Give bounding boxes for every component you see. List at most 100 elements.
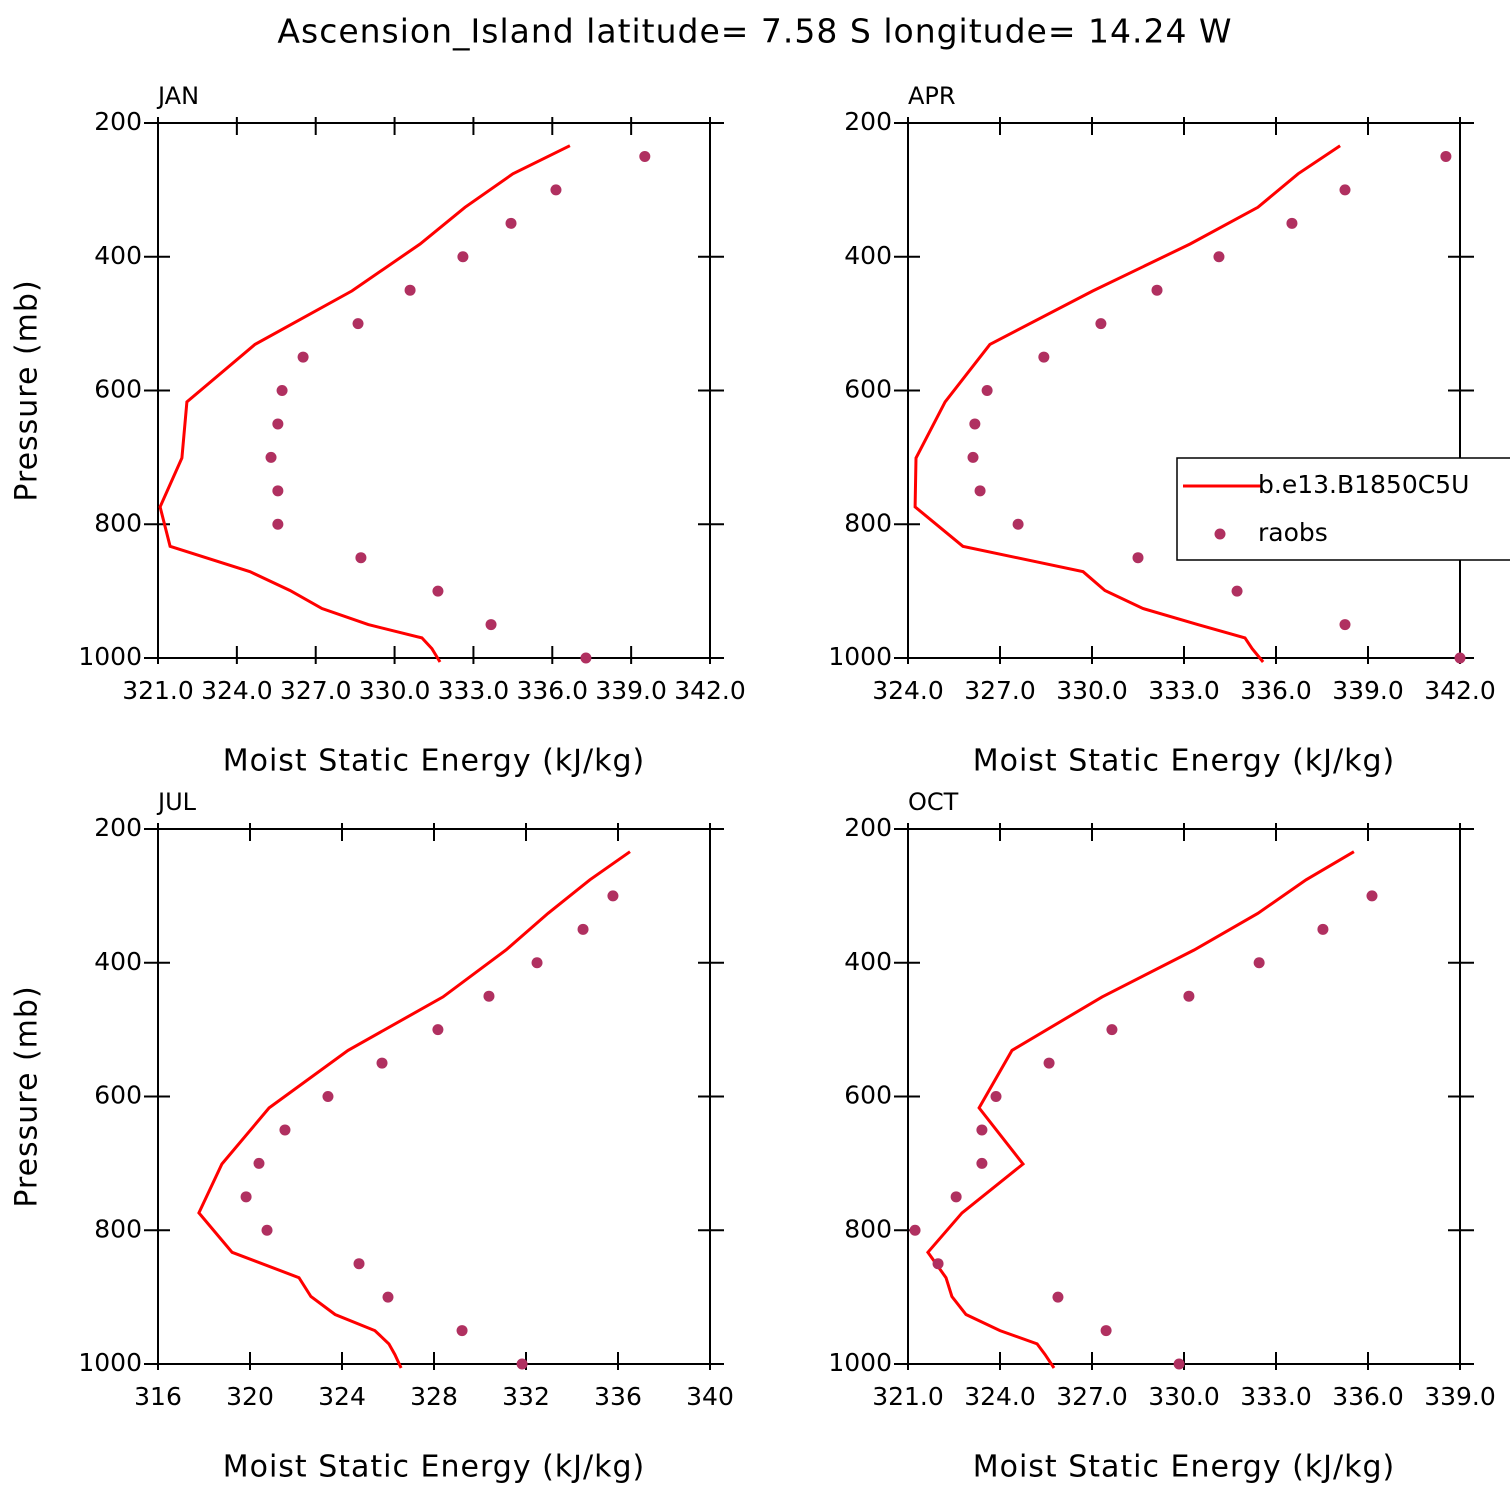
panel: JUL 316 320 324 328 332 336 340 200 400 600 800 1000… (10, 788, 734, 1485)
x-axis-label: Moist Static Energy (kJ/kg) (973, 744, 1396, 779)
obs-point (272, 518, 284, 530)
x-tick-label: 330.0 (1056, 676, 1128, 705)
obs-point (1339, 619, 1351, 631)
panel: JAN 321.0 324.0 327.0 330.0 333.0 336.0 339.0 34… (10, 82, 746, 779)
obs-point (967, 451, 979, 463)
y-tick-label: 600 (844, 1081, 892, 1110)
x-tick-label: 339.0 (1424, 1382, 1496, 1411)
x-tick-label: 324.0 (964, 1382, 1036, 1411)
obs-point (1253, 957, 1265, 969)
obs-point (253, 1157, 265, 1169)
legend-label: b.e13.B1850C5U (1258, 470, 1469, 499)
x-tick-label: 321.0 (872, 1382, 944, 1411)
obs-point (272, 418, 284, 430)
x-tick-label: 340 (686, 1382, 734, 1411)
x-tick-label: 336 (594, 1382, 642, 1411)
y-tick-label: 400 (94, 947, 142, 976)
obs-point (1183, 990, 1195, 1002)
obs-point (456, 1325, 468, 1337)
obs-point (1173, 1358, 1185, 1370)
x-tick-label: 328 (410, 1382, 458, 1411)
obs-point (322, 1091, 334, 1102)
x-tick-label: 324.0 (201, 676, 273, 705)
obs-point (981, 385, 993, 396)
x-tick-label: 316 (134, 1382, 182, 1411)
obs-point (279, 1124, 291, 1136)
plot-frame (157, 828, 711, 1365)
y-tick-label: 1000 (828, 642, 892, 671)
plot-frame (157, 122, 711, 659)
x-tick-label: 339.0 (595, 676, 667, 705)
obs-point (485, 619, 497, 631)
obs-point (516, 1358, 528, 1370)
y-tick-label: 200 (844, 813, 892, 842)
obs-point (352, 318, 364, 330)
obs-point (240, 1191, 252, 1203)
figure-title: Ascension_Island latitude= 7.58 S longit… (277, 12, 1232, 51)
obs-point (607, 890, 619, 902)
obs-point (1052, 1291, 1064, 1303)
y-tick-label: 800 (844, 1214, 892, 1243)
obs-point (1454, 652, 1466, 664)
obs-point (505, 217, 517, 229)
obs-point (1100, 1325, 1112, 1337)
obs-point (1095, 318, 1107, 330)
obs-point (355, 552, 367, 564)
x-axis-label: Moist Static Energy (kJ/kg) (973, 1450, 1396, 1485)
obs-point (265, 451, 277, 463)
obs-point (950, 1191, 962, 1203)
y-tick-label: 1000 (78, 1348, 142, 1377)
x-tick-label: 330.0 (359, 676, 431, 705)
obs-point (297, 351, 309, 363)
obs-point (990, 1091, 1002, 1102)
y-tick-label: 1000 (828, 1348, 892, 1377)
x-axis-label: Moist Static Energy (kJ/kg) (223, 744, 646, 779)
obs-point (432, 1024, 444, 1036)
obs-point (1043, 1057, 1055, 1069)
obs-point (932, 1258, 944, 1270)
obs-point (1231, 585, 1243, 597)
y-tick-label: 800 (94, 1214, 142, 1243)
panel-title: OCT (908, 788, 959, 816)
panel-title: JUL (156, 788, 197, 816)
obs-point (909, 1224, 921, 1236)
y-tick-label: 200 (844, 107, 892, 136)
obs-point (976, 1124, 988, 1136)
x-tick-label: 330.0 (1148, 1382, 1220, 1411)
legend-label: raobs (1258, 518, 1328, 547)
obs-point (1317, 923, 1329, 935)
obs-point (261, 1224, 273, 1236)
x-tick-label: 336.0 (1240, 676, 1312, 705)
y-tick-label: 600 (94, 375, 142, 404)
x-tick-label: 332 (502, 1382, 550, 1411)
obs-point (577, 923, 589, 935)
obs-point (1106, 1024, 1118, 1036)
legend: b.e13.B1850C5U raobs (1176, 457, 1510, 561)
obs-point (1440, 150, 1452, 162)
obs-point (432, 585, 444, 597)
obs-point (639, 150, 651, 162)
panel: APR 324.0 327.0 330.0 333.0 336.0 339.0 342.0 20… (828, 82, 1495, 779)
obs-point (974, 485, 986, 497)
x-tick-label: 327.0 (1056, 1382, 1128, 1411)
x-tick-label: 339.0 (1332, 676, 1404, 705)
profile-line (913, 144, 1341, 663)
obs-point (976, 1157, 988, 1169)
profile-line (197, 850, 631, 1369)
obs-point (1151, 284, 1163, 296)
x-tick-label: 320 (226, 1382, 274, 1411)
obs-point (1286, 217, 1298, 229)
obs-point (1339, 184, 1351, 196)
obs-point (404, 284, 416, 296)
obs-point (272, 485, 284, 497)
obs-point (382, 1291, 394, 1303)
obs-point (353, 1258, 365, 1270)
x-tick-label: 336.0 (516, 676, 588, 705)
x-tick-label: 333.0 (1148, 676, 1220, 705)
panel-title: APR (908, 82, 956, 110)
y-tick-label: 200 (94, 813, 142, 842)
obs-point (376, 1057, 388, 1069)
x-tick-label: 324 (318, 1382, 366, 1411)
